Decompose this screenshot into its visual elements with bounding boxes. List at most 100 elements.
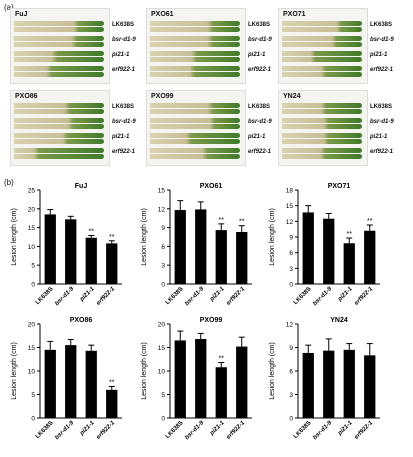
leaf	[150, 118, 240, 123]
y-tick-label: 0	[161, 416, 165, 423]
genotype-label: LK638S	[248, 104, 271, 110]
y-tick-label: 15	[28, 225, 36, 232]
x-tick-label: LK638S	[35, 420, 55, 440]
x-tick-label: LK638S	[293, 420, 313, 440]
y-tick-label: 9	[161, 225, 165, 232]
significance-mark: **	[89, 228, 95, 235]
y-tick-label: 3	[161, 263, 165, 270]
y-tick-label: 5	[31, 263, 35, 270]
y-tick-label: 0	[289, 416, 293, 423]
genotype-label: pi21-1	[112, 134, 130, 140]
leaf	[150, 66, 240, 71]
x-tick-label: pi21-1	[208, 420, 226, 438]
bar	[323, 218, 335, 284]
y-tick-label: 20	[28, 206, 36, 213]
genotype-label: pi21-1	[248, 52, 266, 58]
leaf	[282, 154, 362, 159]
leaf-photo-pxo71: PXO71	[278, 8, 368, 84]
leaf	[150, 133, 240, 138]
genotype-label: pi21-1	[370, 52, 388, 58]
significance-mark: **	[109, 234, 115, 241]
bar	[195, 339, 207, 418]
leaf	[282, 51, 362, 56]
genotype-label: erf922-1	[248, 67, 272, 73]
bar	[236, 231, 248, 284]
y-axis-label: Lesion length (cm)	[269, 342, 276, 400]
leaf-photo-yn24: YN24	[278, 90, 368, 166]
photo-strain-title: PXO71	[283, 11, 306, 18]
genotype-label: LK638S	[370, 104, 393, 110]
y-tick-label: 9	[289, 235, 293, 242]
x-tick-label: erf922-1	[96, 286, 117, 307]
y-axis-label: Lesion length (cm)	[269, 208, 276, 266]
bar	[302, 212, 314, 284]
bar	[343, 349, 355, 418]
y-tick-label: 5	[31, 392, 35, 399]
x-tick-label: pi21-1	[78, 420, 96, 438]
bar	[323, 350, 335, 418]
bar	[343, 243, 355, 284]
leaf	[14, 36, 104, 41]
chart-title: PXO99	[200, 317, 223, 324]
leaf-photo-pxo99: PXO99	[146, 90, 246, 166]
leaf	[14, 148, 104, 153]
y-tick-label: 25	[28, 188, 36, 195]
y-tick-label: 10	[28, 369, 36, 376]
x-tick-label: LK638S	[293, 286, 313, 306]
leaf	[282, 103, 362, 108]
y-tick-label: 18	[286, 188, 294, 195]
x-tick-label: bsr-d1-9	[312, 420, 333, 441]
leaf	[14, 27, 104, 32]
leaf	[14, 103, 104, 108]
y-tick-label: 20	[158, 322, 166, 329]
chart-title: YN24	[330, 317, 348, 324]
y-tick-label: 5	[161, 392, 165, 399]
leaf	[14, 139, 104, 144]
leaf	[14, 109, 104, 114]
leaf	[150, 103, 240, 108]
x-tick-label: pi21-1	[208, 286, 226, 304]
leaf	[150, 21, 240, 26]
leaf	[14, 118, 104, 123]
significance-mark: **	[239, 219, 245, 226]
x-tick-label: erf922-1	[96, 420, 117, 441]
leaf	[14, 21, 104, 26]
genotype-label: LK638S	[112, 22, 135, 28]
leaf	[14, 133, 104, 138]
leaf	[14, 72, 104, 77]
leaf	[282, 72, 362, 77]
x-tick-label: bsr-d1-9	[184, 286, 205, 307]
leaf	[150, 124, 240, 129]
leaf	[150, 42, 240, 47]
genotype-label: bsr-d1-9	[248, 37, 272, 43]
leaf-photo-pxo61: PXO61	[146, 8, 246, 84]
y-tick-label: 15	[158, 345, 166, 352]
leaf	[150, 57, 240, 62]
leaf	[282, 133, 362, 138]
y-tick-label: 15	[158, 188, 166, 195]
y-tick-label: 3	[289, 392, 293, 399]
bar	[195, 209, 207, 284]
leaf	[14, 154, 104, 159]
leaf-photo-fuj: FuJ	[10, 8, 110, 84]
leaf	[282, 66, 362, 71]
y-tick-label: 0	[289, 282, 293, 289]
x-tick-label: erf922-1	[226, 420, 247, 441]
bar	[44, 349, 56, 418]
leaf	[14, 66, 104, 71]
x-tick-label: bsr-d1-9	[54, 420, 75, 441]
leaf	[150, 36, 240, 41]
leaf	[282, 27, 362, 32]
y-tick-label: 6	[289, 369, 293, 376]
x-tick-label: bsr-d1-9	[312, 286, 333, 307]
bar	[65, 345, 77, 418]
genotype-label: bsr-d1-9	[248, 119, 272, 125]
significance-mark: **	[109, 380, 115, 387]
genotype-label: pi21-1	[370, 134, 388, 140]
significance-mark: **	[219, 356, 225, 363]
y-tick-label: 3	[289, 266, 293, 273]
y-tick-label: 20	[28, 322, 36, 329]
panel-b: (b) FuJ Lesion length (cm) 0 5 10 15 20 25 LK638…	[0, 176, 413, 452]
x-tick-label: LK638S	[165, 420, 185, 440]
